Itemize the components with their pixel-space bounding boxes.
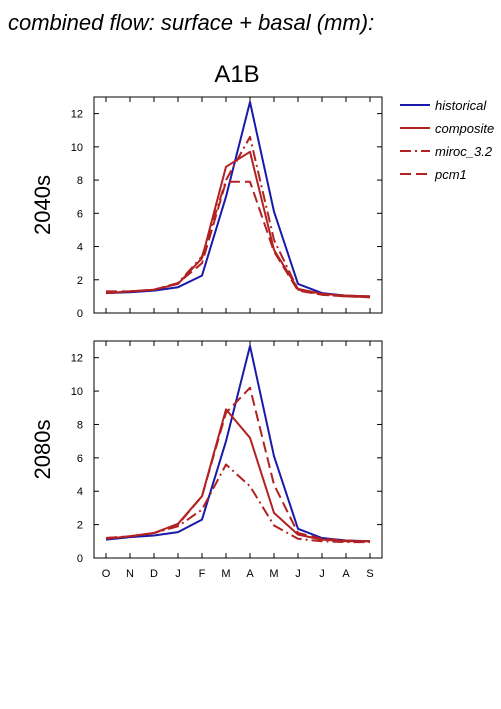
y-tick-label: 12 bbox=[71, 109, 83, 121]
x-tick-label: S bbox=[366, 568, 373, 580]
y-tick-label: 0 bbox=[77, 553, 83, 565]
figure-title: combined flow: surface + basal (mm): bbox=[8, 10, 374, 35]
x-tick-label: O bbox=[102, 568, 111, 580]
series-line-historical bbox=[105, 345, 371, 543]
y-axis-label: 2080s bbox=[30, 420, 55, 480]
y-tick-label: 12 bbox=[71, 353, 83, 365]
panel-2080s: O N D J F M A M J J A S 0 2 4 6 8 10 12 2080s bbox=[30, 340, 383, 580]
series-line-composite bbox=[105, 150, 371, 298]
plot-frame bbox=[93, 96, 383, 314]
y-tick-label: 6 bbox=[77, 208, 83, 220]
legend-label: historical bbox=[435, 98, 487, 113]
legend-label: composite bbox=[435, 121, 494, 136]
series-line-pcm1 bbox=[106, 180, 371, 299]
plot-frame bbox=[93, 340, 383, 559]
panel-2040s: 0 2 4 6 8 10 12 2040s bbox=[30, 96, 383, 320]
x-tick-label: N bbox=[126, 568, 134, 580]
y-tick-label: 6 bbox=[77, 453, 83, 465]
series-line-historical bbox=[105, 101, 371, 298]
series-line-miroc-3-2 bbox=[105, 463, 370, 544]
y-tick-label: 2 bbox=[77, 275, 83, 287]
x-tick-label: A bbox=[246, 568, 254, 580]
x-tick-label: A bbox=[342, 568, 350, 580]
x-tick-label: M bbox=[269, 568, 278, 580]
series-line-pcm1 bbox=[105, 386, 371, 543]
x-tick-label: F bbox=[199, 568, 206, 580]
x-tick-label: J bbox=[175, 568, 181, 580]
x-tick-label: J bbox=[295, 568, 301, 580]
y-tick-label: 8 bbox=[77, 175, 83, 187]
x-tick-label: D bbox=[150, 568, 158, 580]
legend-label: pcm1 bbox=[434, 167, 467, 182]
y-tick-label: 4 bbox=[77, 486, 83, 498]
y-tick-label: 0 bbox=[77, 308, 83, 320]
y-tick-label: 10 bbox=[71, 142, 83, 154]
y-tick-label: 4 bbox=[77, 242, 83, 254]
y-tick-label: 8 bbox=[77, 419, 83, 431]
y-axis-label: 2040s bbox=[30, 175, 55, 235]
legend: historical composite miroc_3.2 pcm1 bbox=[400, 98, 494, 182]
x-tick-label: M bbox=[221, 568, 230, 580]
x-tick-label: J bbox=[319, 568, 325, 580]
scenario-title: A1B bbox=[214, 61, 259, 88]
y-tick-label: 10 bbox=[71, 386, 83, 398]
legend-label: miroc_3.2 bbox=[435, 144, 493, 159]
y-tick-label: 2 bbox=[77, 520, 83, 532]
series-line-miroc-3-2 bbox=[105, 135, 371, 299]
